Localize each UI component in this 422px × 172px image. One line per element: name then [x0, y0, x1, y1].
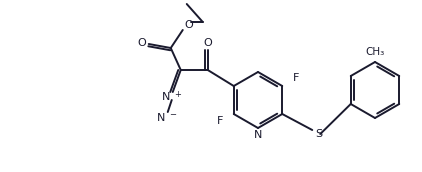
- Text: O: O: [184, 20, 193, 30]
- Text: S: S: [316, 129, 323, 139]
- Text: N: N: [161, 92, 170, 102]
- Text: CH₃: CH₃: [365, 47, 384, 57]
- Text: F: F: [293, 73, 300, 83]
- Text: F: F: [216, 116, 223, 126]
- Text: O: O: [203, 38, 212, 48]
- Text: N: N: [157, 113, 165, 123]
- Text: O: O: [138, 38, 146, 48]
- Text: −: −: [169, 110, 176, 120]
- Text: +: +: [174, 89, 181, 99]
- Text: N: N: [254, 130, 262, 140]
